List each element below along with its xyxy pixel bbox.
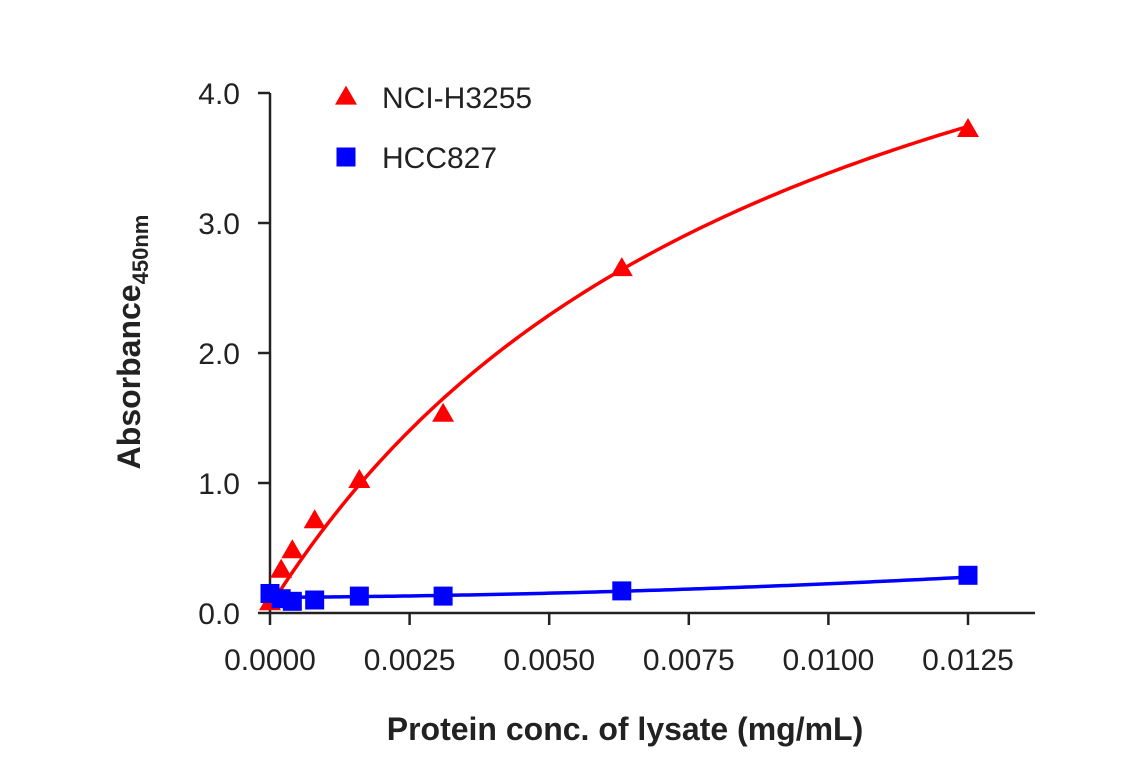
x-tick-label: 0.0050	[503, 644, 595, 677]
data-point-nci-h3255	[348, 469, 371, 488]
data-point-hcc827	[433, 586, 453, 606]
legend-marker-nci-h3255	[335, 85, 357, 105]
legend: NCI-H3255 HCC827	[335, 82, 532, 175]
data-point-nci-h3255	[270, 558, 293, 578]
data-point-hcc827	[612, 581, 632, 601]
legend-label-hcc827: HCC827	[382, 142, 497, 175]
data-point-hcc827	[305, 590, 325, 610]
data-point-hcc827	[349, 586, 369, 606]
y-tick-label: 3.0	[198, 208, 240, 241]
fit-curve-nci-h3255	[268, 124, 969, 608]
data-point-hcc827	[958, 565, 978, 585]
y-tick-label: 0.0	[198, 598, 240, 631]
x-axis-title: Protein conc. of lysate (mg/mL)	[387, 711, 864, 747]
x-tick-label: 0.0025	[364, 644, 456, 677]
data-point-nci-h3255	[303, 509, 326, 529]
legend-label-nci-h3255: NCI-H3255	[382, 82, 532, 115]
y-tick-label: 1.0	[198, 468, 240, 501]
y-ticks: 0.0 1.0 2.0 3.0 4.0	[198, 78, 270, 631]
y-tick-label: 4.0	[198, 78, 240, 111]
data-points	[259, 118, 979, 611]
y-axis-title-subscript: 450nm	[128, 215, 153, 285]
fit-curves	[268, 124, 969, 608]
data-point-nci-h3255	[610, 257, 633, 277]
y-axis-title: Absorbance450nm	[111, 215, 153, 470]
data-point-nci-h3255	[957, 118, 979, 137]
x-tick-label: 0.0000	[224, 644, 316, 677]
legend-marker-hcc827	[336, 147, 356, 167]
data-point-nci-h3255	[432, 402, 455, 422]
x-ticks: 0.0000 0.0025 0.0050 0.0075 0.0100 0.0125	[224, 613, 1014, 677]
x-tick-label: 0.0125	[922, 644, 1014, 677]
x-tick-label: 0.0075	[643, 644, 735, 677]
data-point-hcc827	[282, 591, 302, 611]
y-axis-title-main: Absorbance	[111, 284, 147, 469]
y-tick-label: 2.0	[198, 338, 240, 371]
data-point-nci-h3255	[281, 539, 304, 559]
x-tick-label: 0.0100	[783, 644, 875, 677]
